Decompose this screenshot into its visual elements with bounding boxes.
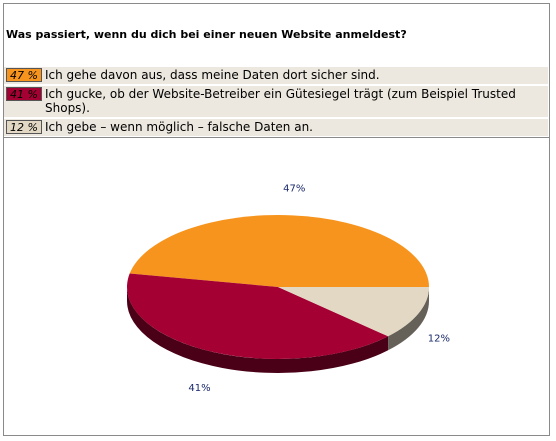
legend-text-2: Ich gucke, ob der Website-Betreiber ein …	[45, 87, 516, 115]
pie-side-2	[127, 287, 389, 373]
pie-label-1: 47%	[283, 183, 305, 194]
legend-row-1: 47 % Ich gehe davon aus, dass meine Date…	[4, 67, 548, 84]
divider	[3, 137, 550, 138]
pie-label-3: 12%	[428, 334, 450, 345]
legend-row-3: 12 % Ich gebe – wenn möglich – falsche D…	[4, 119, 548, 136]
legend-row-2: 41 % Ich gucke, ob der Website-Betreiber…	[4, 86, 548, 117]
pie-labels: 47% 41% 12%	[188, 183, 450, 393]
pie-tops	[127, 214, 429, 359]
poll-question: Was passiert, wenn du dich bei einer neu…	[6, 28, 407, 41]
legend-text-3: Ich gebe – wenn möglich – falsche Daten …	[45, 120, 313, 134]
pie-slice-2	[127, 273, 389, 359]
legend-badge-3: 12 %	[6, 120, 42, 134]
pie-slice-1	[129, 214, 429, 287]
pie-sides	[127, 287, 429, 373]
legend-badge-1: 47 %	[6, 68, 42, 82]
pie-slice-3	[278, 287, 429, 337]
pie-label-2: 41%	[188, 383, 210, 394]
pie-side-3	[388, 287, 429, 351]
legend-badge-2: 41 %	[6, 87, 42, 101]
legend-text-1: Ich gehe davon aus, dass meine Daten dor…	[45, 68, 380, 82]
